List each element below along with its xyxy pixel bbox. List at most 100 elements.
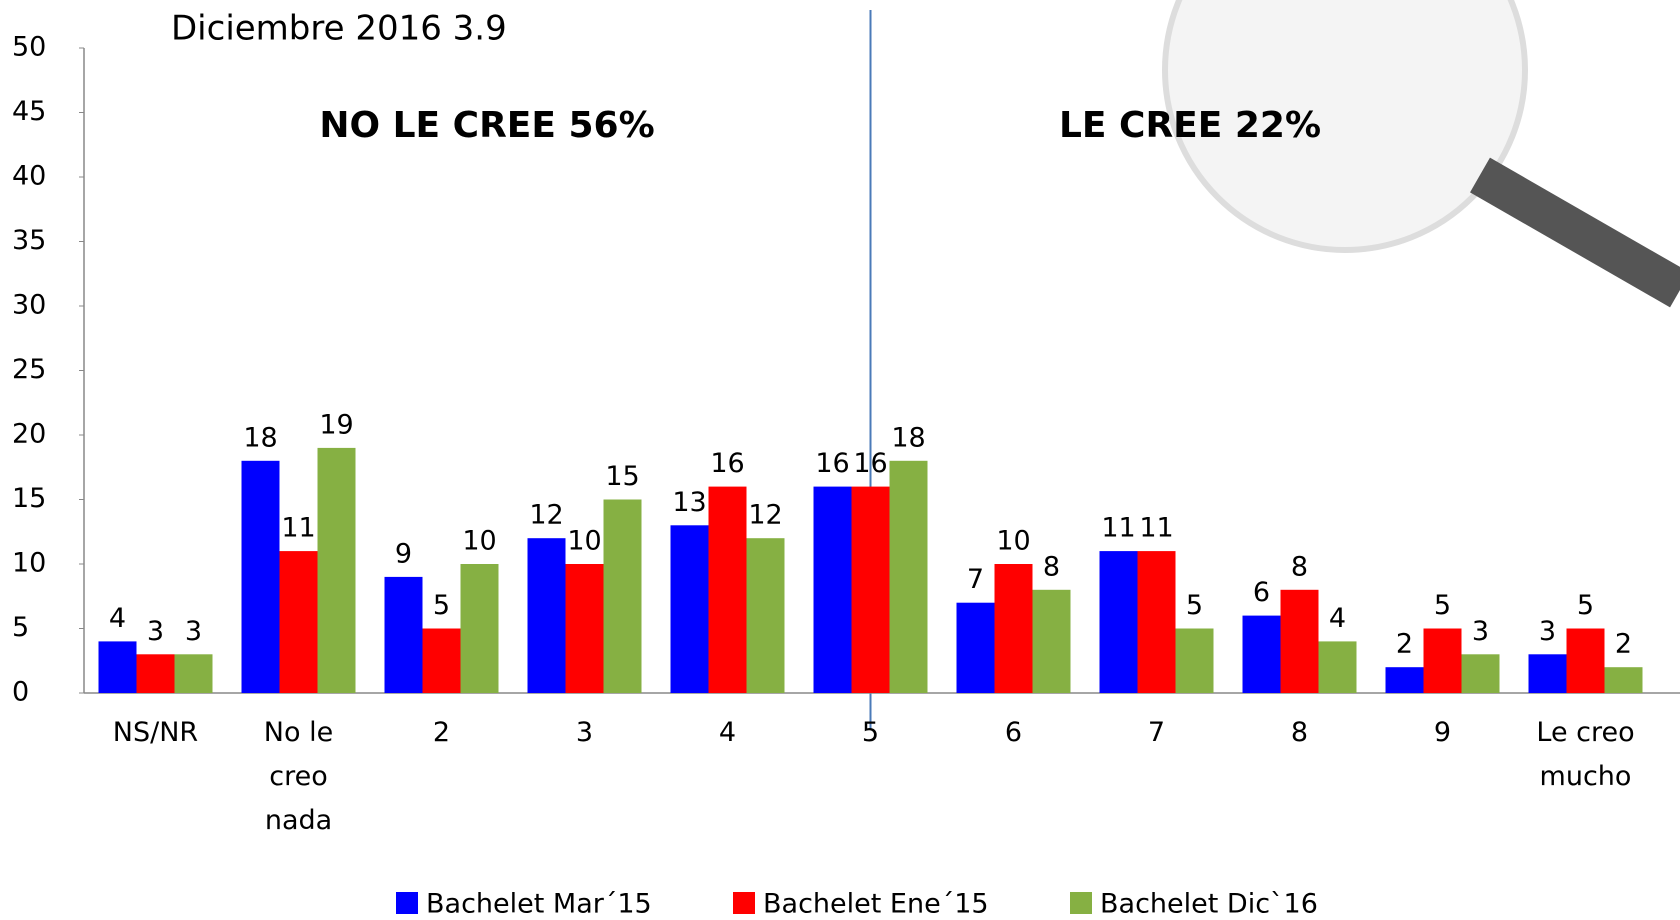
x-tick-label: 3 xyxy=(575,717,594,748)
bar xyxy=(1280,589,1319,693)
bar xyxy=(889,460,928,693)
bar xyxy=(994,564,1033,693)
y-tick-label: 5 xyxy=(12,612,29,643)
y-tick-label: 50 xyxy=(12,32,46,63)
value-label: 4 xyxy=(109,603,126,634)
y-tick-label: 40 xyxy=(12,161,46,192)
bar xyxy=(813,486,852,693)
value-label: 16 xyxy=(710,448,744,479)
legend-swatch xyxy=(733,892,755,914)
value-label: 11 xyxy=(1101,513,1135,544)
magnifier-decoration xyxy=(1162,0,1528,253)
value-label: 3 xyxy=(185,616,202,647)
annotation: LE CREE 22% xyxy=(1059,105,1321,146)
bar xyxy=(851,486,890,693)
bar xyxy=(1423,628,1462,693)
bar xyxy=(174,654,213,693)
bar xyxy=(1528,654,1567,693)
magnifier-handle xyxy=(1470,157,1680,308)
bar xyxy=(1318,641,1357,693)
legend-swatch xyxy=(396,892,418,914)
value-label: 5 xyxy=(433,590,450,621)
x-tick-label: Le creo mucho xyxy=(1536,717,1635,792)
x-tick-label: 2 xyxy=(432,717,451,748)
value-label: 16 xyxy=(815,448,849,479)
x-tick-label: No le creo nada xyxy=(263,717,334,836)
bar xyxy=(1385,667,1424,693)
y-tick-label: 15 xyxy=(12,483,46,514)
value-label: 3 xyxy=(147,616,164,647)
legend-swatch xyxy=(1070,892,1092,914)
legend-label: Bachelet Dic`16 xyxy=(1100,889,1318,920)
bar xyxy=(1175,628,1214,693)
value-label: 18 xyxy=(243,422,277,453)
value-label: 15 xyxy=(605,461,639,492)
bar xyxy=(317,447,356,693)
bar xyxy=(136,654,175,693)
bar xyxy=(1566,628,1605,693)
bar xyxy=(1242,615,1281,693)
bar xyxy=(1032,589,1071,693)
bar xyxy=(670,525,709,693)
value-label: 5 xyxy=(1434,590,1451,621)
value-label: 16 xyxy=(853,448,887,479)
bar xyxy=(98,641,137,693)
value-label: 4 xyxy=(1329,603,1346,634)
bar xyxy=(422,628,461,693)
value-label: 10 xyxy=(996,526,1030,557)
value-label: 10 xyxy=(462,526,496,557)
value-label: 18 xyxy=(891,422,925,453)
bar xyxy=(1604,667,1643,693)
x-tick-label: 7 xyxy=(1147,717,1166,748)
bar xyxy=(279,551,318,693)
value-label: 12 xyxy=(748,500,782,531)
bar xyxy=(527,538,566,693)
value-label: 6 xyxy=(1253,577,1270,608)
value-label: 2 xyxy=(1615,629,1632,660)
chart-title: Diciembre 2016 3.9 xyxy=(171,9,507,49)
bar xyxy=(1461,654,1500,693)
value-label: 10 xyxy=(567,526,601,557)
value-label: 8 xyxy=(1291,551,1308,582)
value-label: 13 xyxy=(672,487,706,518)
bar xyxy=(956,602,995,693)
bar xyxy=(1099,551,1138,693)
value-label: 3 xyxy=(1472,616,1489,647)
value-label: 12 xyxy=(529,500,563,531)
y-tick-label: 30 xyxy=(12,290,46,321)
value-label: 9 xyxy=(395,538,412,569)
value-label: 5 xyxy=(1186,590,1203,621)
value-label: 8 xyxy=(1043,551,1060,582)
value-label: 19 xyxy=(319,409,353,440)
bar xyxy=(708,486,747,693)
value-label: 5 xyxy=(1577,590,1594,621)
value-label: 2 xyxy=(1396,629,1413,660)
bar xyxy=(603,499,642,693)
x-tick-label: 8 xyxy=(1290,717,1309,748)
x-tick-label: 9 xyxy=(1433,717,1452,748)
bar xyxy=(384,576,423,693)
y-tick-label: 0 xyxy=(12,677,29,708)
value-label: 7 xyxy=(967,564,984,595)
bar xyxy=(565,564,604,693)
y-tick-label: 35 xyxy=(12,225,46,256)
legend-label: Bachelet Mar´15 xyxy=(426,889,652,920)
bar xyxy=(746,538,785,693)
value-label: 11 xyxy=(1139,513,1173,544)
value-label: 3 xyxy=(1539,616,1556,647)
x-tick-label: NS/NR xyxy=(112,717,199,748)
bar xyxy=(1137,551,1176,693)
x-tick-label: 5 xyxy=(861,717,880,748)
x-tick-label: 6 xyxy=(1004,717,1023,748)
y-tick-label: 25 xyxy=(12,354,46,385)
x-tick-label: 4 xyxy=(718,717,737,748)
annotation: NO LE CREE 56% xyxy=(319,105,654,146)
legend-label: Bachelet Ene´15 xyxy=(763,889,989,920)
bar xyxy=(460,564,499,693)
bar xyxy=(241,460,280,693)
value-label: 11 xyxy=(281,513,315,544)
y-tick-label: 45 xyxy=(12,96,46,127)
y-tick-label: 20 xyxy=(12,419,46,450)
